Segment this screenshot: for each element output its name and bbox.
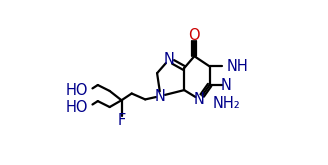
Text: N: N	[194, 92, 205, 107]
Text: F: F	[117, 113, 126, 128]
Text: O: O	[189, 28, 200, 43]
Text: N: N	[164, 52, 174, 67]
Text: N: N	[221, 78, 232, 93]
Text: HO: HO	[66, 99, 89, 115]
Text: HO: HO	[66, 83, 89, 99]
Text: N: N	[155, 89, 166, 103]
Text: NH: NH	[227, 59, 248, 74]
Text: NH₂: NH₂	[213, 96, 240, 111]
